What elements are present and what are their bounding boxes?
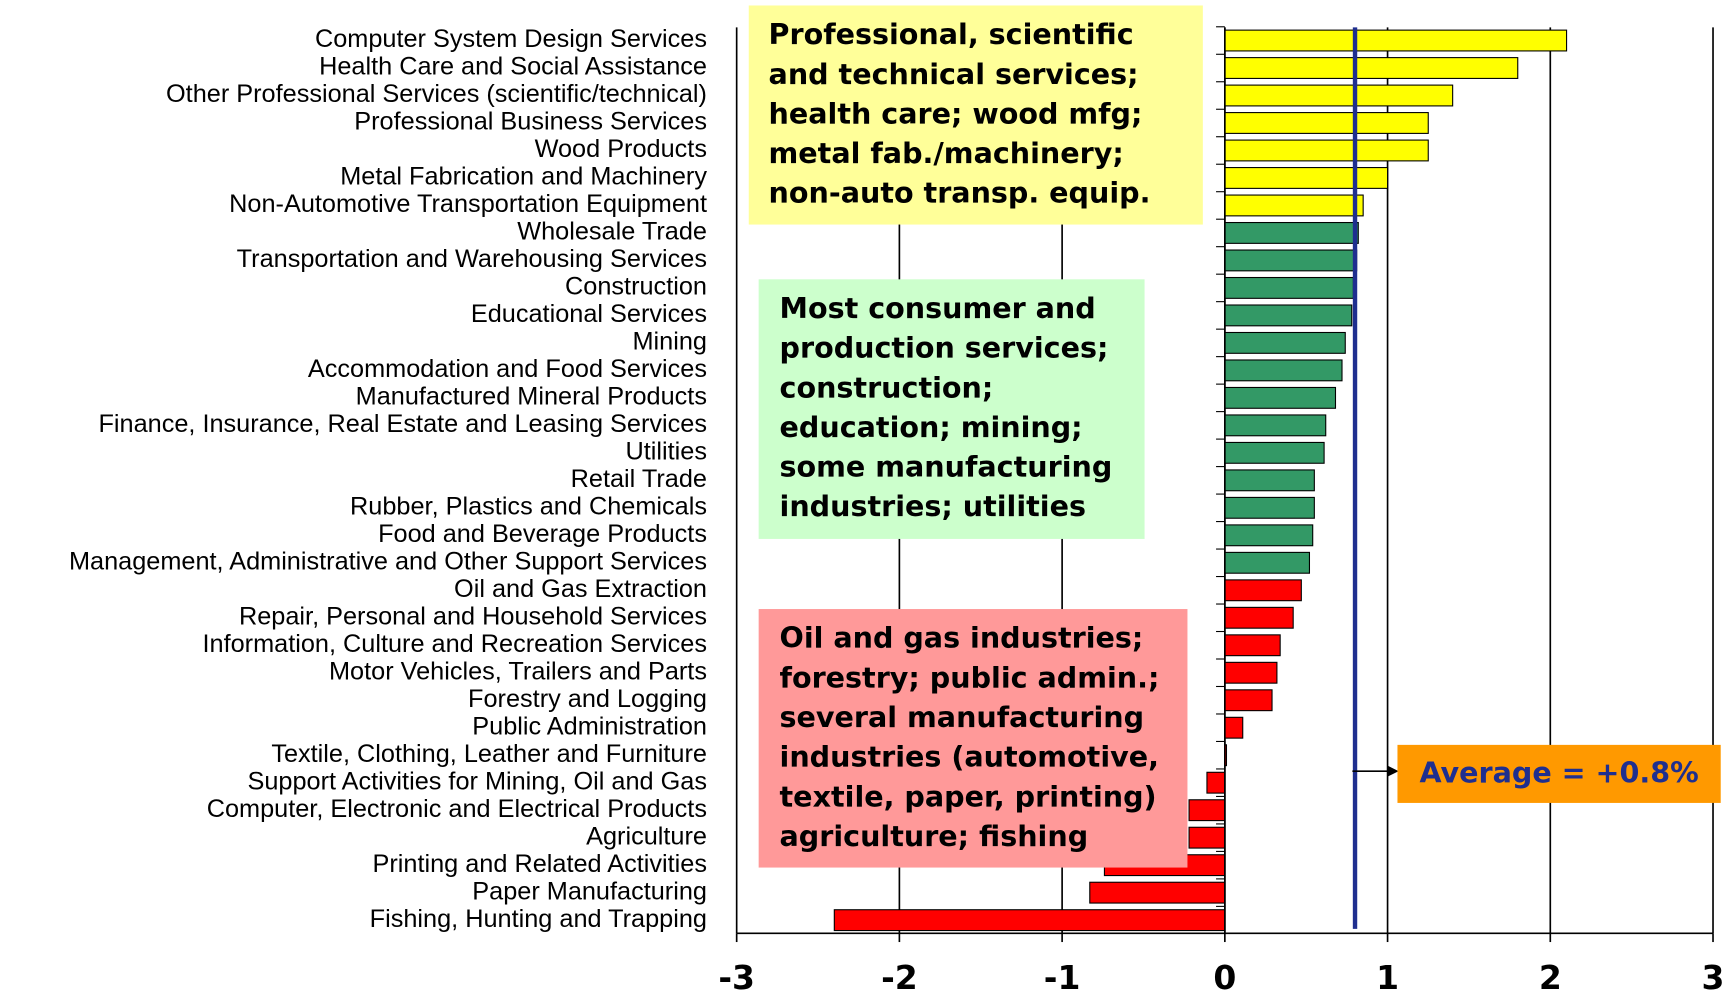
bar	[1224, 386, 1337, 409]
category-label: Agriculture	[586, 822, 707, 850]
annotation-box	[748, 5, 1203, 225]
category-label: Professional Business Services	[354, 108, 707, 136]
annotation-text: agriculture; fishing	[780, 820, 1089, 853]
category-label: Forestry and Logging	[468, 685, 707, 713]
annotation-text: metal fab./machinery;	[769, 137, 1124, 170]
x-tick-label: -2	[881, 958, 918, 997]
annotation-text: industries (automotive,	[780, 741, 1159, 774]
bar	[1224, 29, 1568, 52]
bar	[1224, 634, 1281, 657]
annotation-text: Oil and gas industries;	[780, 622, 1144, 655]
bar	[1224, 112, 1429, 134]
x-tick-label: 3	[1702, 958, 1724, 997]
annotation-text: forestry; public admin.;	[780, 661, 1160, 694]
annotation-text: health care; wood mfg;	[769, 97, 1143, 130]
category-label: Mining	[632, 328, 706, 356]
bar	[1224, 469, 1315, 492]
annotation-text: Most consumer and	[780, 292, 1096, 325]
bar	[1224, 496, 1315, 519]
category-label: Finance, Insurance, Real Estate and Leas…	[98, 410, 707, 438]
annotation-text: textile, paper, printing)	[780, 780, 1157, 813]
category-label: Computer, Electronic and Electrical Prod…	[207, 795, 707, 823]
category-label: Support Activities for Mining, Oil and G…	[247, 767, 706, 795]
bar	[1089, 881, 1226, 904]
bar	[1224, 441, 1325, 464]
bar	[1224, 167, 1389, 189]
category-label: Wholesale Trade	[517, 218, 707, 246]
bar	[1224, 524, 1314, 547]
category-label: Health Care and Social Assistance	[319, 53, 707, 81]
average-box	[1397, 744, 1721, 803]
bar	[833, 909, 1226, 932]
category-label: Food and Beverage Products	[378, 520, 707, 548]
bar	[1224, 249, 1358, 272]
category-label: Fishing, Hunting and Trapping	[370, 905, 707, 933]
bar	[1224, 661, 1278, 684]
bar	[1224, 194, 1364, 217]
category-label: Textile, Clothing, Leather and Furniture	[271, 740, 707, 768]
category-label: Utilities	[625, 438, 706, 466]
category-label: Accommodation and Food Services	[308, 355, 707, 383]
bar	[1224, 221, 1359, 244]
category-label: Construction	[565, 273, 707, 301]
bar	[1224, 331, 1346, 354]
category-label: Public Administration	[472, 712, 707, 740]
x-tick-label: -3	[718, 958, 755, 997]
category-label: Paper Manufacturing	[472, 877, 707, 905]
bar	[1188, 826, 1226, 849]
annotation-text: non-auto transp. equip.	[769, 177, 1151, 210]
category-label: Wood Products	[535, 135, 707, 163]
category-label: Other Professional Services (scientific/…	[166, 80, 707, 108]
category-label: Information, Culture and Recreation Serv…	[203, 630, 707, 658]
category-label: Retail Trade	[571, 465, 707, 493]
category-label: Educational Services	[471, 300, 707, 328]
category-label: Repair, Personal and Household Services	[239, 602, 707, 630]
x-tick-label: 0	[1213, 958, 1236, 997]
category-label: Motor Vehicles, Trailers and Parts	[329, 657, 707, 685]
bar	[1188, 799, 1226, 822]
bar	[1224, 359, 1343, 382]
bar	[1224, 276, 1354, 299]
bar	[1224, 139, 1429, 162]
bar	[1224, 689, 1273, 712]
bar	[1224, 606, 1294, 629]
plot: -3 -2 -1 0 1 2 3 Computer System Design Service…	[69, 5, 1724, 997]
category-label: Non-Automotive Transportation Equipment	[229, 190, 707, 218]
average-label: Average = +0.8%	[1419, 756, 1698, 789]
category-label: Computer System Design Services	[315, 25, 707, 53]
category-label: Printing and Related Activities	[373, 850, 707, 878]
bar	[1224, 551, 1311, 574]
bar	[1224, 414, 1327, 437]
annotation-text: several manufacturing	[780, 701, 1145, 734]
bar	[1224, 579, 1302, 602]
bar	[1224, 304, 1353, 327]
category-label: Management, Administrative and Other Sup…	[69, 547, 707, 575]
bar	[1224, 57, 1519, 79]
annotation-text: and technical services;	[769, 58, 1139, 91]
annotation-text: Professional, scientific	[769, 18, 1134, 51]
annotation-text: production services;	[780, 332, 1109, 365]
annotation-text: education; mining;	[780, 411, 1083, 444]
bar	[1224, 84, 1454, 107]
annotation-text: some manufacturing	[780, 451, 1113, 484]
annotation-box	[758, 609, 1188, 868]
bar	[1224, 716, 1244, 739]
category-label: Rubber, Plastics and Chemicals	[350, 493, 707, 521]
x-tick-label: 2	[1539, 958, 1562, 997]
annotation-text: industries; utilities	[780, 490, 1086, 523]
category-label: Oil and Gas Extraction	[454, 575, 707, 603]
bar	[1206, 771, 1226, 794]
annotation-box	[758, 279, 1145, 539]
category-label: Metal Fabrication and Machinery	[340, 163, 707, 191]
x-tick-label: -1	[1044, 958, 1081, 997]
arrow-head	[1387, 765, 1399, 777]
category-label: Transportation and Warehousing Services	[237, 245, 707, 273]
category-label: Manufactured Mineral Products	[356, 383, 707, 411]
annotation-text: construction;	[780, 371, 994, 404]
x-tick-label: 1	[1376, 958, 1399, 997]
